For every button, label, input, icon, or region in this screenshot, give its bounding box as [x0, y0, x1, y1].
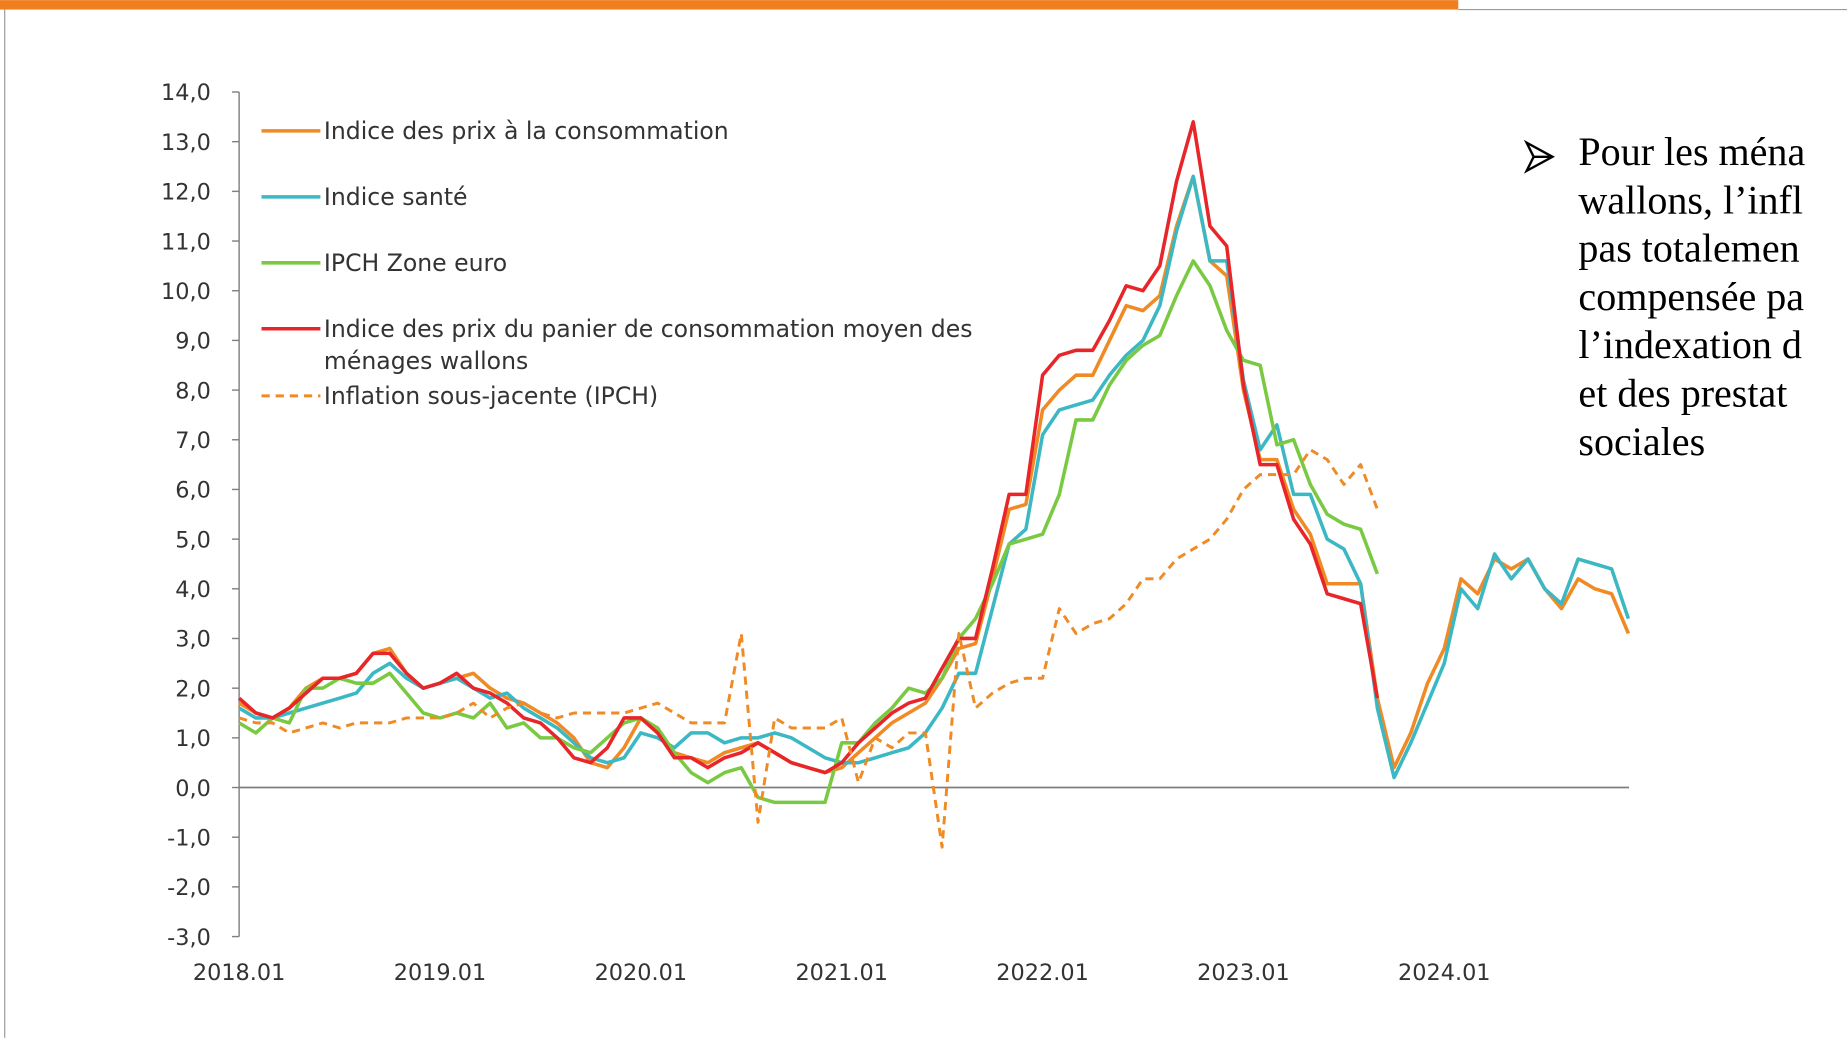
y-tick-label: 7,0 — [175, 428, 211, 454]
y-tick-label: 5,0 — [175, 527, 211, 553]
legend-label: Indice santé — [324, 183, 468, 211]
note-line: Pour les ména — [1578, 129, 1805, 174]
series-line — [238, 259, 1380, 805]
note-line: compensée pa — [1578, 274, 1804, 319]
note-line: et des prestat — [1578, 371, 1787, 416]
y-tick-label: 8,0 — [175, 378, 211, 404]
y-tick-label: 3,0 — [175, 627, 211, 653]
y-tick-label: -2,0 — [167, 875, 211, 901]
x-tick-label: 2023.01 — [1197, 960, 1290, 986]
y-tick-label: 6,0 — [175, 478, 211, 504]
series-line — [237, 120, 1380, 775]
legend-background — [249, 108, 1004, 418]
y-tick-label: 10,0 — [161, 279, 211, 305]
bullet-arrow — [1523, 139, 1555, 174]
x-tick-label: 2019.01 — [394, 960, 487, 986]
y-tick-label: 13,0 — [161, 130, 211, 156]
x-tick-label: 2020.01 — [595, 960, 688, 986]
header-bar — [0, 0, 1459, 10]
axes: 2018.01 2019.01 2020.01 2021.01 2022.01 2023.… — [161, 80, 1630, 986]
note-line: wallons, l’infl — [1578, 177, 1803, 222]
legend: Indice des prix à la consommation Indice … — [249, 108, 1004, 418]
y-tick-label: 4,0 — [175, 577, 211, 603]
legend-label: Indice des prix à la consommation — [324, 117, 729, 145]
x-tick-label: 2021.01 — [795, 960, 888, 986]
note-line: l’indexation d — [1578, 322, 1801, 367]
x-tick-label: 2024.01 — [1398, 960, 1491, 986]
x-tick-label: 2018.01 — [193, 960, 286, 986]
y-tick-label: 14,0 — [161, 80, 211, 106]
legend-label: Indice des prix du panier de consommatio… — [324, 315, 973, 375]
series-line — [238, 174, 1631, 775]
note-line: sociales — [1578, 419, 1705, 464]
y-tick-label: -1,0 — [167, 825, 211, 851]
y-tick-label: 1,0 — [175, 726, 211, 752]
series-line — [238, 448, 1379, 849]
x-tick-label: 2022.01 — [996, 960, 1089, 986]
y-tick-label: 2,0 — [175, 676, 211, 702]
y-tick-label: 12,0 — [161, 180, 211, 206]
legend-label: IPCH Zone euro — [324, 249, 507, 277]
y-tick-label: 0,0 — [175, 776, 211, 802]
y-tick-label: -3,0 — [167, 925, 211, 951]
y-tick-label: 9,0 — [175, 329, 211, 355]
y-tick-label: 11,0 — [161, 229, 211, 255]
plot-area — [237, 120, 1631, 849]
legend-label: Inflation sous-jacente (IPCH) — [324, 382, 658, 410]
note-line: pas totalemen — [1578, 226, 1799, 271]
